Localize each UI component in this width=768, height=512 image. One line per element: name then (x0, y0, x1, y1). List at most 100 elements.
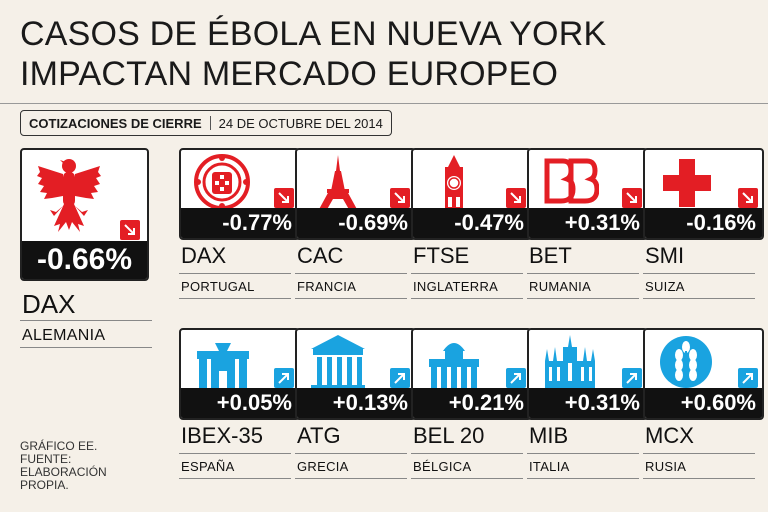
country-label: ESPAÑA (181, 459, 235, 474)
down-arrow-icon (390, 188, 410, 208)
index-name: MIB (529, 423, 569, 448)
index-rule (527, 273, 639, 274)
country-label: SUIZA (645, 279, 685, 294)
country-label: FRANCIA (297, 279, 357, 294)
index-change: +0.60% (645, 388, 762, 418)
index-change: -0.69% (297, 208, 414, 238)
index-rule (411, 273, 523, 274)
index-rule (295, 453, 407, 454)
index-change: -0.16% (645, 208, 762, 238)
portugal-crest-icon (194, 154, 250, 210)
country-label: GRECIA (297, 459, 349, 474)
up-arrow-icon (390, 368, 410, 388)
index-name: BEL 20 (413, 423, 485, 448)
index-rule (527, 298, 639, 299)
index-rule (527, 478, 639, 479)
index-name: ATG (297, 423, 341, 448)
title-line-1: CASOS DE ÉBOLA EN NUEVA YORK (20, 15, 607, 53)
index-change: -0.77% (181, 208, 298, 238)
index-change: +0.21% (413, 388, 530, 418)
featured-index-name: DAX (22, 289, 76, 319)
greek-temple-icon (311, 335, 365, 391)
country-label: INGLATERRA (413, 279, 499, 294)
bet-logo-icon (544, 158, 599, 204)
index-rule (411, 453, 523, 454)
index-change: +0.31% (529, 208, 646, 238)
index-card-rumania: +0.31% (527, 148, 648, 240)
index-card-grecia: +0.13% (295, 328, 416, 420)
index-rule (411, 298, 523, 299)
index-rule (295, 298, 407, 299)
puerta-alcala-icon (197, 343, 249, 389)
eiffel-tower-icon (318, 155, 358, 211)
swiss-cross-icon (663, 159, 711, 207)
index-name: BET (529, 243, 572, 268)
badge-separator (209, 116, 211, 130)
eagle-icon (37, 159, 101, 232)
big-ben-icon (445, 155, 463, 211)
source-line: ELABORACIÓN (20, 465, 107, 479)
featured-change: -0.66% (22, 241, 147, 279)
source-line: GRÁFICO EE. (20, 439, 98, 453)
index-change: +0.05% (181, 388, 298, 418)
index-rule (295, 478, 407, 479)
index-rule (643, 453, 755, 454)
index-change: +0.31% (529, 388, 646, 418)
index-rule (643, 478, 755, 479)
index-name: FTSE (413, 243, 470, 268)
country-label: RUSIA (645, 459, 687, 474)
index-card-italia: +0.31% (527, 328, 648, 420)
quote-badge: COTIZACIONES DE CIERRE 24 DE OCTUBRE DEL… (20, 110, 392, 136)
source-line: PROPIA. (20, 478, 69, 492)
wheat-emblem-icon (660, 336, 712, 388)
index-card-portugal: -0.77% (179, 148, 300, 240)
down-arrow-icon (274, 188, 294, 208)
index-rule (179, 273, 291, 274)
page-title: CASOS DE ÉBOLA EN NUEVA YORK IMPACTAN ME… (20, 14, 606, 94)
source-line: FUENTE: (20, 452, 72, 466)
index-name: MCX (645, 423, 694, 448)
country-label: PORTUGAL (181, 279, 255, 294)
milan-cathedral-icon (545, 335, 595, 389)
index-rule (179, 478, 291, 479)
index-card-inglaterra: -0.47% (411, 148, 532, 240)
index-change: +0.13% (297, 388, 414, 418)
index-rule (527, 453, 639, 454)
index-card-francia: -0.69% (295, 148, 416, 240)
index-rule (179, 453, 291, 454)
down-arrow-icon (622, 188, 642, 208)
index-card-espana: +0.05% (179, 328, 300, 420)
palace-of-justice-icon (429, 343, 479, 389)
index-rule (295, 273, 407, 274)
index-rule (411, 478, 523, 479)
country-label: ITALIA (529, 459, 570, 474)
index-rule (643, 298, 755, 299)
up-arrow-icon (738, 368, 758, 388)
featured-rule (20, 320, 152, 321)
index-card-suiza: -0.16% (643, 148, 764, 240)
index-card-belgica: +0.21% (411, 328, 532, 420)
up-arrow-icon (274, 368, 294, 388)
index-rule (179, 298, 291, 299)
up-arrow-icon (506, 368, 526, 388)
down-arrow-icon (506, 188, 526, 208)
index-name: SMI (645, 243, 685, 268)
index-name: CAC (297, 243, 344, 268)
country-label: BÉLGICA (413, 459, 472, 474)
index-name: IBEX-35 (181, 423, 263, 448)
divider (0, 103, 768, 104)
index-change: -0.47% (413, 208, 530, 238)
index-name: DAX (181, 243, 227, 268)
up-arrow-icon (622, 368, 642, 388)
title-line-2: IMPACTAN MERCADO EUROPEO (20, 55, 559, 93)
badge-label: COTIZACIONES DE CIERRE (29, 115, 202, 131)
index-rule (643, 273, 755, 274)
country-label: RUMANIA (529, 279, 592, 294)
down-arrow-icon (120, 220, 140, 240)
index-card-rusia: +0.60% (643, 328, 764, 420)
source-note: GRÁFICO EE. FUENTE: ELABORACIÓN PROPIA. (20, 440, 107, 492)
featured-index-card: -0.66% (20, 148, 149, 281)
featured-country: ALEMANIA (22, 327, 106, 344)
down-arrow-icon (738, 188, 758, 208)
featured-rule-bottom (20, 347, 152, 348)
